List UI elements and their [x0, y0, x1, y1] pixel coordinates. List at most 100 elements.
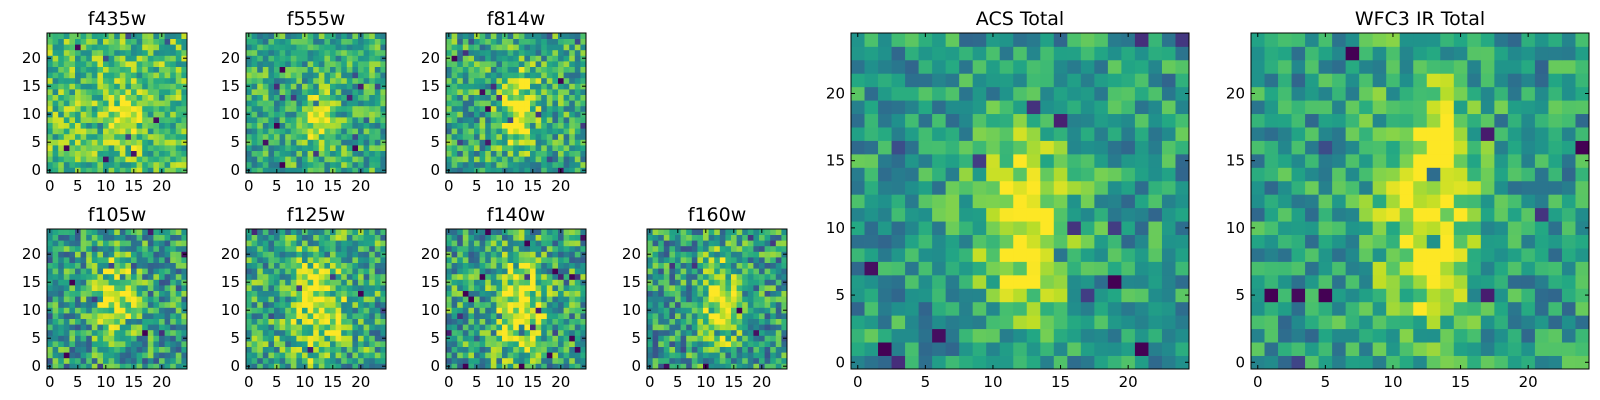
heatmap-cell: [335, 161, 342, 168]
heatmap-cell: [103, 279, 109, 286]
heatmap-cell: [274, 161, 280, 168]
heatmap-cell: [341, 38, 348, 45]
heatmap-cell: [457, 150, 464, 157]
heatmap-cell: [58, 318, 65, 325]
heatmap-cell: [675, 268, 681, 275]
heatmap-cell: [170, 77, 177, 84]
heatmap-cell: [753, 296, 760, 303]
heatmap-cell: [324, 83, 331, 90]
heatmap-cell: [358, 357, 364, 364]
heatmap-cell: [932, 342, 947, 356]
heatmap-cell: [747, 301, 754, 308]
heatmap-cell: [574, 324, 581, 331]
heatmap-cell: [75, 83, 81, 90]
heatmap-cell: [580, 128, 587, 135]
heatmap-cell: [851, 207, 865, 222]
heatmap-cell: [546, 105, 553, 112]
heatmap-cell: [296, 257, 303, 263]
heatmap-cell: [251, 268, 258, 275]
heatmap-cell: [257, 139, 264, 146]
heatmap-cell: [279, 234, 286, 241]
heatmap-cell: [558, 346, 564, 353]
heatmap-cell: [496, 329, 503, 336]
heatmap-cell: [663, 273, 670, 280]
heatmap-cell: [490, 251, 497, 258]
heatmap-cell: [725, 251, 732, 258]
heatmap-cell: [775, 273, 782, 280]
heatmap-cell: [147, 38, 154, 45]
heatmap-cell: [764, 352, 771, 359]
heatmap-cell: [114, 262, 121, 269]
heatmap-cell: [63, 290, 70, 297]
heatmap-cell: [725, 352, 732, 359]
heatmap-cell: [262, 324, 269, 331]
heatmap-cell: [262, 111, 269, 118]
heatmap-cell: [462, 324, 469, 331]
heatmap-cell: [75, 161, 81, 168]
heatmap-cell: [279, 44, 286, 51]
heatmap-cell: [703, 341, 709, 347]
heatmap-cell: [330, 133, 336, 140]
heatmap-cell: [663, 257, 670, 263]
heatmap-cell: [468, 363, 475, 370]
heatmap-cell: [474, 117, 480, 123]
heatmap-cell: [747, 307, 754, 314]
heatmap-cell: [864, 355, 879, 370]
heatmap-cell: [541, 139, 548, 146]
heatmap-cell: [108, 257, 115, 263]
heatmap-cell: [352, 161, 359, 168]
heatmap-cell: [663, 285, 670, 291]
heatmap-cell: [358, 346, 364, 353]
heatmap-cell: [569, 122, 576, 129]
heatmap-cell: [742, 234, 749, 241]
heatmap-cell: [675, 296, 681, 303]
heatmap-cell: [136, 83, 143, 90]
heatmap-cell: [131, 307, 137, 314]
heatmap-cell: [279, 161, 286, 168]
heatmap-cell: [170, 117, 177, 123]
heatmap-cell: [468, 257, 475, 263]
heatmap-cell: [313, 145, 320, 151]
heatmap-cell: [524, 301, 531, 308]
heatmap-cell: [474, 49, 480, 56]
heatmap-cell: [181, 133, 188, 140]
heatmap-cell: [363, 117, 370, 123]
heatmap-cell: [246, 122, 252, 129]
heatmap-cell: [251, 44, 258, 51]
heatmap-cell: [91, 363, 98, 370]
heatmap-cell: [324, 122, 331, 129]
heatmap-cell: [546, 139, 553, 146]
heatmap-cell: [268, 346, 275, 353]
heatmap-cell: [114, 335, 121, 342]
heatmap-cell: [374, 273, 381, 280]
heatmap-cell: [580, 313, 587, 319]
heatmap-cell: [302, 357, 308, 364]
heatmap-cell: [159, 279, 165, 286]
heatmap-cell: [1148, 234, 1163, 249]
heatmap-cell: [781, 257, 788, 263]
heatmap-cell: [374, 77, 381, 84]
heatmap-cell: [352, 346, 359, 353]
heatmap-cell: [302, 49, 308, 56]
heatmap-cell: [103, 341, 109, 347]
heatmap-cell: [652, 313, 659, 319]
heatmap-cell: [725, 234, 732, 241]
heatmap-cell: [747, 318, 754, 325]
heatmap-cell: [175, 318, 182, 325]
heatmap-cell: [669, 240, 676, 247]
heatmap-cell: [136, 105, 143, 112]
heatmap-cell: [279, 61, 286, 67]
heatmap-cell: [170, 156, 177, 163]
heatmap-cell: [86, 234, 93, 241]
heatmap-cell: [307, 229, 314, 235]
heatmap-cell: [290, 38, 297, 45]
heatmap-cell: [97, 33, 104, 39]
heatmap-cell: [279, 245, 286, 252]
heatmap-cell: [63, 122, 70, 129]
heatmap-cell: [285, 161, 292, 168]
heatmap-cell: [490, 240, 497, 247]
heatmap-cell: [86, 150, 93, 157]
heatmap-cell: [119, 66, 126, 73]
heatmap-cell: [279, 133, 286, 140]
heatmap-cell: [69, 61, 76, 67]
